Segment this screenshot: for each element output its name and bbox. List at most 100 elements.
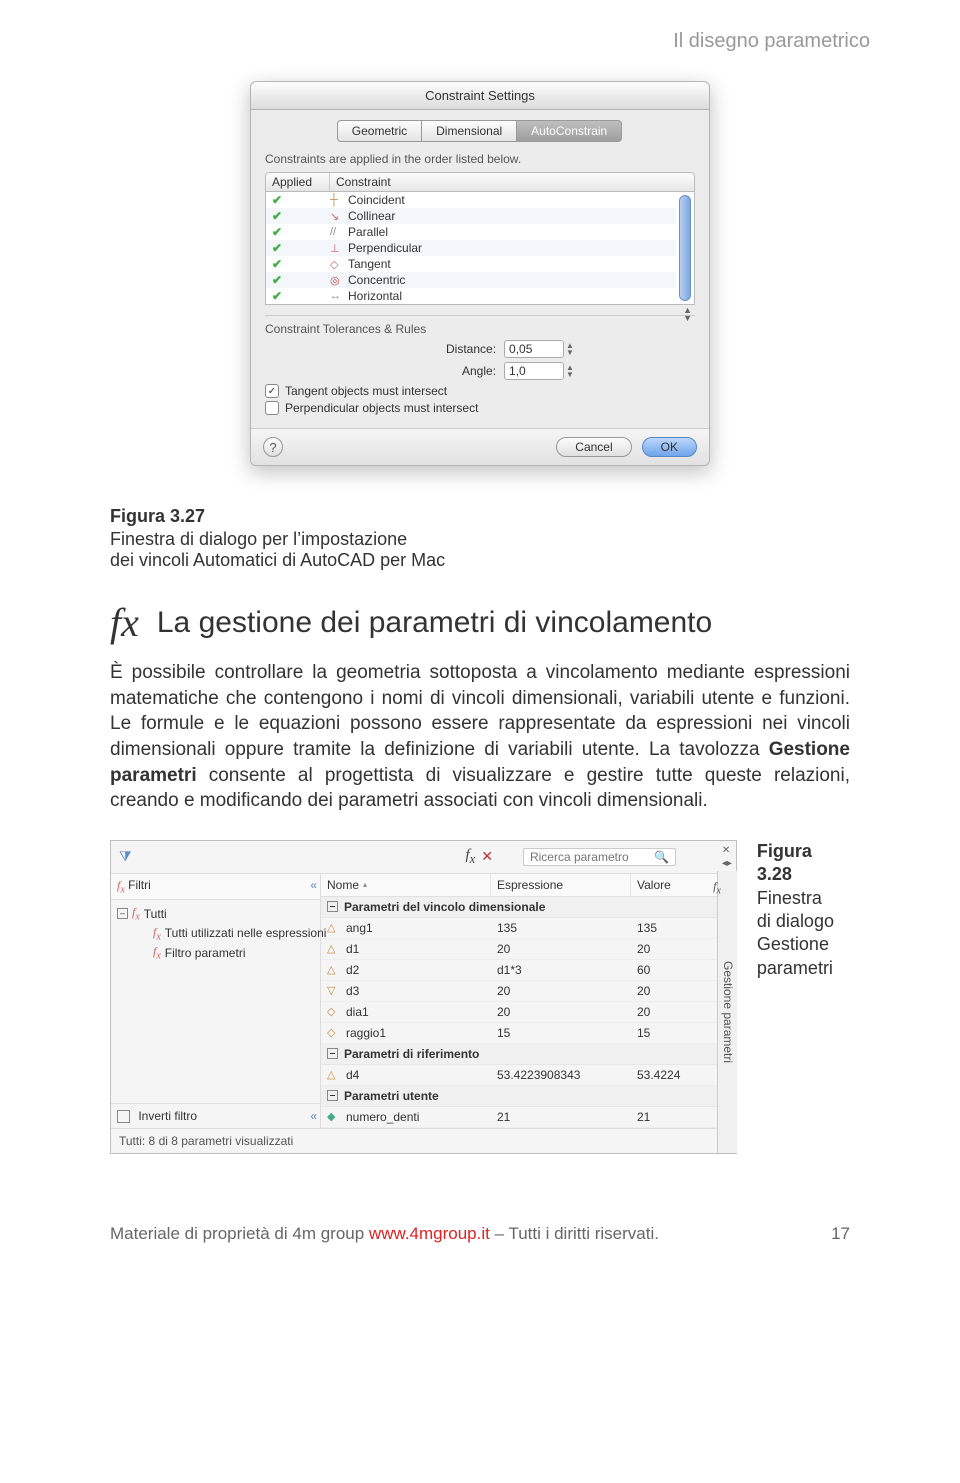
param-name: d1	[346, 942, 359, 956]
param-expression: 21	[491, 1107, 631, 1127]
constraint-row[interactable]: ✔⊥Perpendicular	[266, 240, 676, 256]
constraint-list: ▲▼ ✔┼Coincident✔↘Collinear✔//Parallel✔⊥P…	[265, 192, 695, 305]
table-row[interactable]: ◇raggio11515	[321, 1023, 736, 1044]
checkbox-perpendicular-label: Perpendicular objects must intersect	[285, 401, 478, 415]
param-expression: 135	[491, 918, 631, 938]
invert-filter-checkbox[interactable]	[117, 1110, 130, 1123]
search-box[interactable]: 🔍	[523, 848, 676, 866]
collapse-left-icon[interactable]: «	[310, 1109, 314, 1123]
parameter-manager-dialog: ✕ ◂▸ ▤ ⧩ fx ✕ 🔍 fx Filtri «	[110, 840, 737, 1154]
check-icon: ✔	[272, 241, 330, 255]
page-header: Il disegno parametrico	[0, 0, 960, 71]
side-tab[interactable]: Gestione parametri fx	[717, 871, 737, 1153]
param-icon: ▽	[327, 984, 341, 997]
constraint-icon: ◎	[330, 274, 348, 287]
check-icon: ✔	[272, 209, 330, 223]
checkbox-tangent[interactable]: ✓	[265, 384, 279, 398]
group-user[interactable]: –Parametri utente	[321, 1086, 736, 1107]
param-icon: ◆	[327, 1110, 341, 1123]
table-row[interactable]: ◇dia12020	[321, 1002, 736, 1023]
constraint-label: Collinear	[348, 209, 395, 223]
filter-tree: – fx Tutti fx Tutti utilizzati nelle esp…	[111, 900, 320, 966]
check-icon: ✔	[272, 257, 330, 271]
constraint-label: Coincident	[348, 193, 405, 207]
constraint-row[interactable]: ✔↘Collinear	[266, 208, 676, 224]
sort-icon[interactable]: ▴	[363, 880, 367, 889]
table-row[interactable]: △d12020	[321, 939, 736, 960]
constraint-label: Horizontal	[348, 289, 402, 303]
constraint-label: Tangent	[348, 257, 391, 271]
search-input[interactable]	[530, 850, 650, 864]
constraint-label: Perpendicular	[348, 241, 422, 255]
param-name: d4	[346, 1068, 359, 1082]
distance-label: Distance:	[386, 342, 496, 356]
delete-icon[interactable]: ✕	[481, 848, 493, 865]
param-icon: ◇	[327, 1005, 341, 1018]
distance-input[interactable]: 0,05	[504, 340, 564, 358]
checkbox-perpendicular[interactable]	[265, 401, 279, 415]
constraint-icon: ⊥	[330, 242, 348, 255]
check-icon: ✔	[272, 225, 330, 239]
tab-dimensional[interactable]: Dimensional	[421, 120, 517, 142]
constraint-row[interactable]: ✔┼Coincident	[266, 192, 676, 208]
check-icon: ✔	[272, 193, 330, 207]
angle-label: Angle:	[386, 364, 496, 378]
group-reference[interactable]: –Parametri di riferimento	[321, 1044, 736, 1065]
constraint-icon: ↔	[330, 290, 348, 302]
table-row[interactable]: ▽d32020	[321, 981, 736, 1002]
filter-icon[interactable]: ⧩	[119, 848, 132, 865]
param-expression: 15	[491, 1023, 631, 1043]
constraint-row[interactable]: ✔↔Horizontal	[266, 288, 676, 304]
angle-input[interactable]: 1,0	[504, 362, 564, 380]
param-icon: △	[327, 921, 341, 934]
constraint-icon: ┼	[330, 194, 348, 206]
checkbox-tangent-label: Tangent objects must intersect	[285, 384, 447, 398]
constraint-label: Concentric	[348, 273, 405, 287]
dialog-tabs: Geometric Dimensional AutoConstrain	[251, 110, 709, 148]
tab-autoconstrain[interactable]: AutoConstrain	[516, 120, 622, 142]
dialog-title: Constraint Settings	[251, 82, 709, 110]
constraint-row[interactable]: ✔◎Concentric	[266, 272, 676, 288]
table-row[interactable]: △d453.422390834353.4224	[321, 1065, 736, 1086]
invert-filter-label: Inverti filtro	[138, 1109, 197, 1123]
tree-item-used[interactable]: Tutti utilizzati nelle espressioni	[165, 926, 327, 940]
status-bar: Tutti: 8 di 8 parametri visualizzati	[111, 1128, 736, 1153]
param-name: d2	[346, 963, 359, 977]
constraint-row[interactable]: ✔//Parallel	[266, 224, 676, 240]
group-dimensional[interactable]: –Parametri del vincolo dimensionale	[321, 897, 736, 918]
dialog-note: Constraints are applied in the order lis…	[265, 152, 695, 166]
constraint-label: Parallel	[348, 225, 388, 239]
tree-toggle-icon[interactable]: –	[117, 908, 128, 919]
tree-item-filter[interactable]: Filtro parametri	[165, 946, 246, 960]
scrollbar[interactable]	[679, 195, 691, 301]
tab-geometric[interactable]: Geometric	[337, 120, 422, 142]
page-footer: Materiale di proprietà di 4m group www.4…	[90, 1224, 870, 1244]
cancel-button[interactable]: Cancel	[556, 437, 631, 457]
stepper-icon[interactable]: ▲▼	[566, 342, 574, 356]
constraint-row[interactable]: ✔◇Tangent	[266, 256, 676, 272]
constraint-settings-dialog: Constraint Settings Geometric Dimensiona…	[250, 81, 710, 466]
param-expression: 20	[491, 1002, 631, 1022]
fx-icon: fx	[110, 599, 139, 646]
collapse-left-icon[interactable]: «	[310, 878, 314, 895]
scroll-arrows-icon[interactable]: ▲▼	[683, 306, 692, 322]
stepper-icon[interactable]: ▲▼	[566, 364, 574, 378]
fx-toolbar-icon[interactable]: fx	[465, 847, 475, 867]
param-icon: △	[327, 963, 341, 976]
body-paragraph: È possibile controllare la geometria sot…	[90, 660, 870, 814]
param-name: raggio1	[346, 1026, 386, 1040]
table-row[interactable]: ◆numero_denti2121	[321, 1107, 736, 1128]
tree-item-all[interactable]: Tutti	[144, 907, 167, 921]
table-row[interactable]: △ang1135135	[321, 918, 736, 939]
footer-link[interactable]: www.4mgroup.it	[369, 1224, 490, 1243]
table-header: Nome ▴ Espressione Valore	[321, 874, 736, 897]
table-row[interactable]: △d2d1*360	[321, 960, 736, 981]
constraint-icon: ↘	[330, 210, 348, 223]
param-icon: ◇	[327, 1026, 341, 1039]
ok-button[interactable]: OK	[642, 437, 697, 457]
help-icon[interactable]: ?	[263, 437, 283, 457]
param-expression: d1*3	[491, 960, 631, 980]
param-name: numero_denti	[346, 1110, 419, 1124]
param-expression: 20	[491, 939, 631, 959]
constraint-icon: //	[330, 226, 348, 238]
